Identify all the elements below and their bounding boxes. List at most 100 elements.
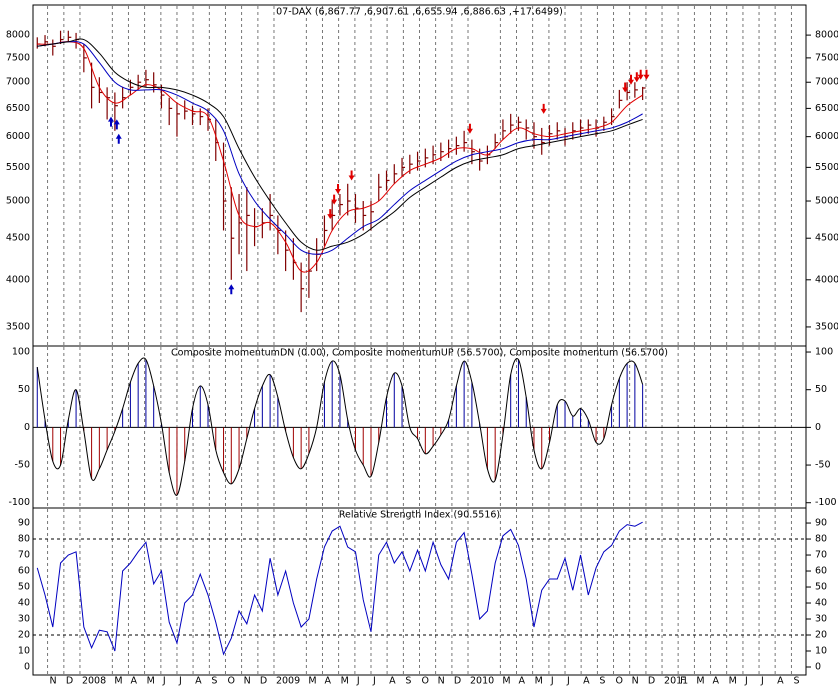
x-tick-label: M [308, 676, 316, 686]
y-tick-label-right: 50 [815, 582, 827, 593]
x-tick-label: D [260, 676, 267, 686]
x-tick-label: A [195, 676, 202, 686]
y-tick-label: 4000 [6, 274, 30, 285]
sell-arrow [466, 123, 473, 134]
sell-arrow [643, 69, 650, 80]
x-tick-label: O [422, 676, 429, 686]
y-tick-label-right: 6000 [815, 131, 838, 142]
buy-arrow [113, 119, 120, 130]
x-tick-label: J [744, 676, 748, 686]
y-tick-label-right: 5000 [815, 196, 838, 207]
y-tick-label-right: 40 [815, 598, 827, 609]
x-tick-label: A [713, 676, 720, 686]
x-tick-label: S [793, 676, 799, 686]
y-tick-label: 6500 [6, 103, 30, 114]
x-tick-label: D [648, 676, 655, 686]
x-tick-label: M [341, 676, 349, 686]
y-tick-label: 50 [18, 384, 30, 395]
x-tick-label: A [777, 676, 784, 686]
buy-arrow [107, 116, 114, 127]
x-tick-label: M [114, 676, 122, 686]
y-tick-label-right: 8000 [815, 30, 838, 41]
sell-arrow [331, 194, 338, 205]
y-tick-label: -100 [8, 497, 30, 508]
y-tick-label-right: 7000 [815, 77, 838, 88]
y-tick-label: 100 [12, 347, 30, 358]
y-tick-label-right: -100 [815, 497, 837, 508]
x-tick-label: N [632, 676, 639, 686]
x-tick-label: M [502, 676, 510, 686]
y-tick-label: 0 [24, 662, 30, 673]
sell-arrow [348, 170, 355, 181]
y-tick-label: 3500 [6, 321, 30, 332]
y-tick-label: 8000 [6, 30, 30, 41]
x-tick-label: M [535, 676, 543, 686]
x-tick-label: J [162, 676, 166, 686]
sell-arrow [627, 74, 634, 85]
x-tick-label: J [760, 676, 764, 686]
y-tick-label: 6000 [6, 131, 30, 142]
x-tick-label: J [372, 676, 376, 686]
y-tick-label-right: 80 [815, 534, 827, 545]
y-tick-label-right: 0 [815, 422, 821, 433]
buy-arrow [228, 284, 235, 295]
y-tick-label: 40 [18, 598, 30, 609]
y-tick-label-right: 70 [815, 550, 827, 561]
x-tick-label: N [244, 676, 251, 686]
sell-arrow [540, 103, 547, 114]
x-tick-label: A [389, 676, 396, 686]
x-tick-label: J [550, 676, 554, 686]
y-tick-label: 30 [18, 614, 30, 625]
x-tick-label: 2010 [470, 676, 494, 686]
y-tick-label-right: 50 [815, 384, 827, 395]
x-tick-label: O [616, 676, 623, 686]
pane-title: Relative Strength Index (90.5516) [339, 510, 500, 521]
x-tick-label: A [130, 676, 137, 686]
x-tick-label: J [356, 676, 360, 686]
x-tick-label: S [599, 676, 605, 686]
x-tick-label: D [66, 676, 73, 686]
y-tick-label: 4500 [6, 233, 30, 244]
sell-arrow [622, 82, 629, 93]
x-tick-label: 2009 [276, 676, 300, 686]
y-tick-label-right: 7500 [815, 52, 838, 63]
x-tick-label: M [696, 676, 704, 686]
y-tick-label-right: 5500 [815, 162, 838, 173]
y-tick-label: 0 [24, 422, 30, 433]
pane-title: Composite momentumDN (0.00), Composite m… [171, 348, 668, 359]
pane-title: 07-DAX (6,867.77 ,6,907.61 ,6,655.94 ,6,… [276, 7, 563, 18]
x-tick-label: A [519, 676, 526, 686]
y-tick-label-right: 4000 [815, 274, 838, 285]
y-tick-label: 7000 [6, 77, 30, 88]
x-tick-label: J [566, 676, 570, 686]
y-tick-label-right: 90 [815, 518, 827, 529]
x-tick-label: M [147, 676, 155, 686]
y-tick-label-right: 6500 [815, 103, 838, 114]
y-tick-label: 10 [18, 646, 30, 657]
y-tick-label-right: 30 [815, 614, 827, 625]
pane-frame [32, 507, 807, 676]
x-tick-label: S [405, 676, 411, 686]
y-tick-label: 90 [18, 518, 30, 529]
buy-arrow [115, 133, 122, 144]
rsi-line [36, 521, 643, 656]
y-tick-label: 60 [18, 566, 30, 577]
y-tick-label-right: 100 [815, 347, 833, 358]
x-tick-label: D [454, 676, 461, 686]
y-tick-label: 20 [18, 630, 30, 641]
moving-average [37, 41, 643, 273]
y-tick-label: 80 [18, 534, 30, 545]
y-tick-label: 5500 [6, 162, 30, 173]
y-tick-label-right: 4500 [815, 233, 838, 244]
sell-arrow [335, 184, 342, 195]
y-tick-label-right: 20 [815, 630, 827, 641]
sell-arrow [637, 69, 644, 80]
y-tick-label: -50 [14, 460, 30, 471]
y-tick-label-right: 60 [815, 566, 827, 577]
x-tick-label: J [178, 676, 182, 686]
y-tick-label-right: 10 [815, 646, 827, 657]
momentum-line [36, 357, 644, 496]
x-tick-label: S [211, 676, 217, 686]
y-tick-label: 70 [18, 550, 30, 561]
